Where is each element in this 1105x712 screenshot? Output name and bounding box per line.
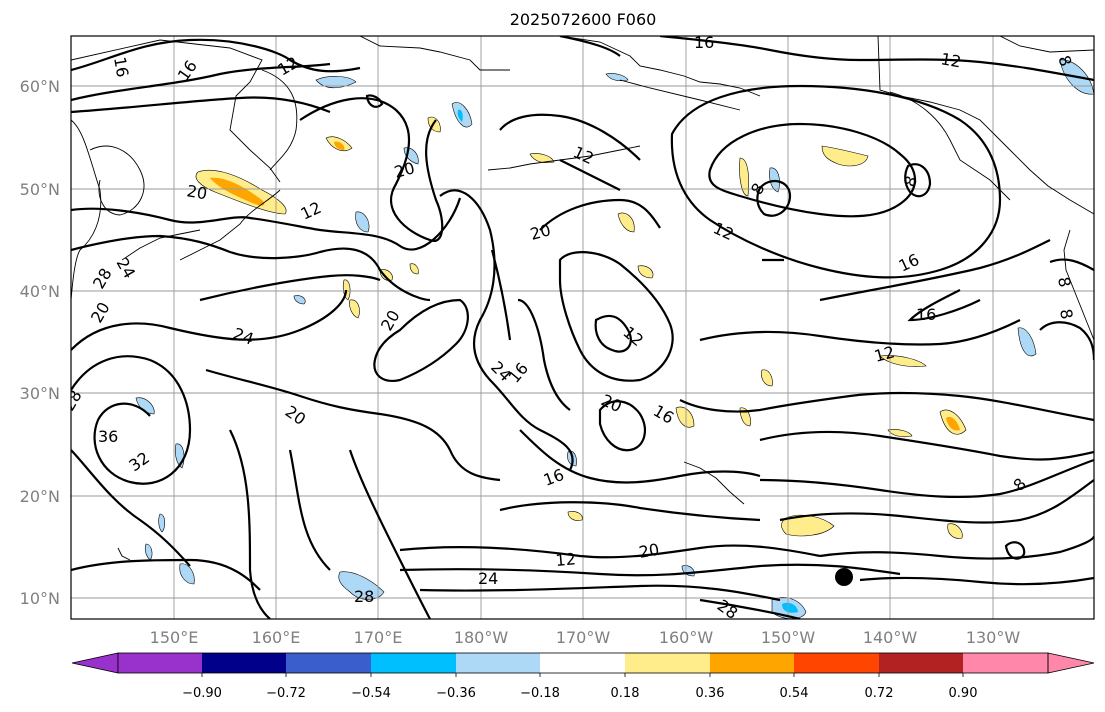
map-title: 2025072600 F060 (510, 10, 657, 29)
colorbar-extend-high (1047, 652, 1095, 674)
lon-label: 140°W (863, 628, 918, 647)
blue-patch (293, 295, 306, 305)
yellow-patch (617, 212, 635, 233)
map-body: 16 16 16 12 12 12 12 12 12 12 8 8 8 8 20… (71, 33, 1094, 623)
colorbar-segment (540, 653, 625, 673)
blue-patch (135, 397, 155, 415)
lat-label: 10°N (20, 589, 60, 608)
yellow-patch (821, 145, 869, 167)
yellow-patch (427, 116, 441, 133)
contour-label: 12 (872, 342, 897, 366)
colorbar-tick-label: 0.18 (611, 686, 640, 701)
colorbar-tick-label: −0.54 (351, 686, 391, 701)
contour-label: 20 (637, 540, 660, 562)
colorbar-tick-label: −0.36 (436, 686, 476, 701)
lat-label: 60°N (20, 77, 60, 96)
yellow-patch (567, 511, 583, 521)
contour-label: 28 (714, 596, 742, 623)
lon-label: 170°W (556, 628, 611, 647)
contour-label: 20 (528, 220, 553, 244)
contour-label: 36 (98, 427, 118, 446)
colorbar-tick-label: −0.90 (182, 686, 222, 701)
colorbar (71, 652, 1095, 677)
latitude-labels: 10°N 20°N 30°N 40°N 50°N 60°N (20, 77, 60, 608)
yellow-patch (637, 265, 654, 279)
yellow-patch (887, 429, 913, 438)
contour-label: 12 (939, 49, 962, 71)
yellow-patch (947, 523, 963, 539)
lat-label: 20°N (20, 487, 60, 506)
yellow-patch (879, 355, 927, 367)
lat-label: 40°N (20, 282, 60, 301)
colorbar-segment (794, 653, 879, 673)
contour-label: 28 (354, 587, 374, 606)
blue-patch (315, 76, 357, 89)
lon-label: 180°W (454, 628, 509, 647)
orange-core (210, 177, 265, 206)
colorbar-segment (202, 653, 286, 673)
colorbar-tick-label: −0.72 (266, 686, 306, 701)
contour-label: 24 (478, 569, 498, 588)
lon-label: 160°W (659, 628, 714, 647)
yellow-patch (675, 406, 695, 428)
lon-label: 150°W (761, 628, 816, 647)
lon-label: 160°E (252, 628, 301, 647)
contour-label: 16 (916, 305, 936, 324)
lon-label: 170°E (354, 628, 403, 647)
blue-patch (1017, 327, 1037, 357)
colorbar-tick-label: 0.72 (865, 686, 894, 701)
colorbar-tick-label: −0.18 (520, 686, 560, 701)
contour-label: 16 (694, 33, 714, 52)
colorbar-tick-label: 0.90 (949, 686, 978, 701)
blue-patch (355, 211, 370, 233)
yellow-patch (409, 263, 419, 275)
contour-lines (71, 36, 1094, 619)
contour-label: 12 (555, 549, 577, 570)
colorbar-segment (963, 653, 1048, 673)
lon-label: 130°W (966, 628, 1021, 647)
colorbar-tick-label: 0.54 (780, 686, 809, 701)
colorbar-segment (456, 653, 540, 673)
colorbar-segment (286, 653, 371, 673)
yellow-patch (739, 157, 750, 197)
lat-label: 30°N (20, 384, 60, 403)
blue-patch (179, 563, 195, 585)
colorbar-tick-labels: −0.90 −0.72 −0.54 −0.36 −0.18 0.18 0.36 … (182, 686, 977, 701)
blue-patch (338, 571, 385, 600)
colorbar-segment (625, 653, 710, 673)
blue-patch (605, 73, 629, 82)
yellow-patch (379, 269, 393, 281)
contour-label: 20 (392, 158, 417, 182)
yellow-patch (761, 369, 773, 387)
yellow-patch (349, 299, 360, 319)
blue-patch (158, 513, 166, 533)
colorbar-frame (117, 652, 1049, 674)
contour-label: 8 (1056, 307, 1076, 320)
longitude-labels: 150°E 160°E 170°E 180°W 170°W 160°W 150°… (150, 628, 1021, 647)
storm-center-marker (835, 568, 853, 586)
contour-label: 8 (1054, 275, 1074, 288)
yellow-patch (529, 153, 555, 164)
colorbar-segment (118, 653, 202, 673)
colorbar-tick-label: 0.36 (696, 686, 725, 701)
contour-label: 20 (185, 181, 208, 203)
lon-label: 150°E (150, 628, 199, 647)
map-background (71, 36, 1094, 619)
contour-label: 16 (110, 55, 132, 78)
shaded-fields (135, 59, 1094, 619)
colorbar-segment (371, 653, 456, 673)
colorbar-segment (710, 653, 794, 673)
colorbar-segment (879, 653, 963, 673)
colorbar-extend-low (71, 652, 119, 674)
lat-label: 50°N (20, 180, 60, 199)
map-frame (70, 35, 1095, 620)
